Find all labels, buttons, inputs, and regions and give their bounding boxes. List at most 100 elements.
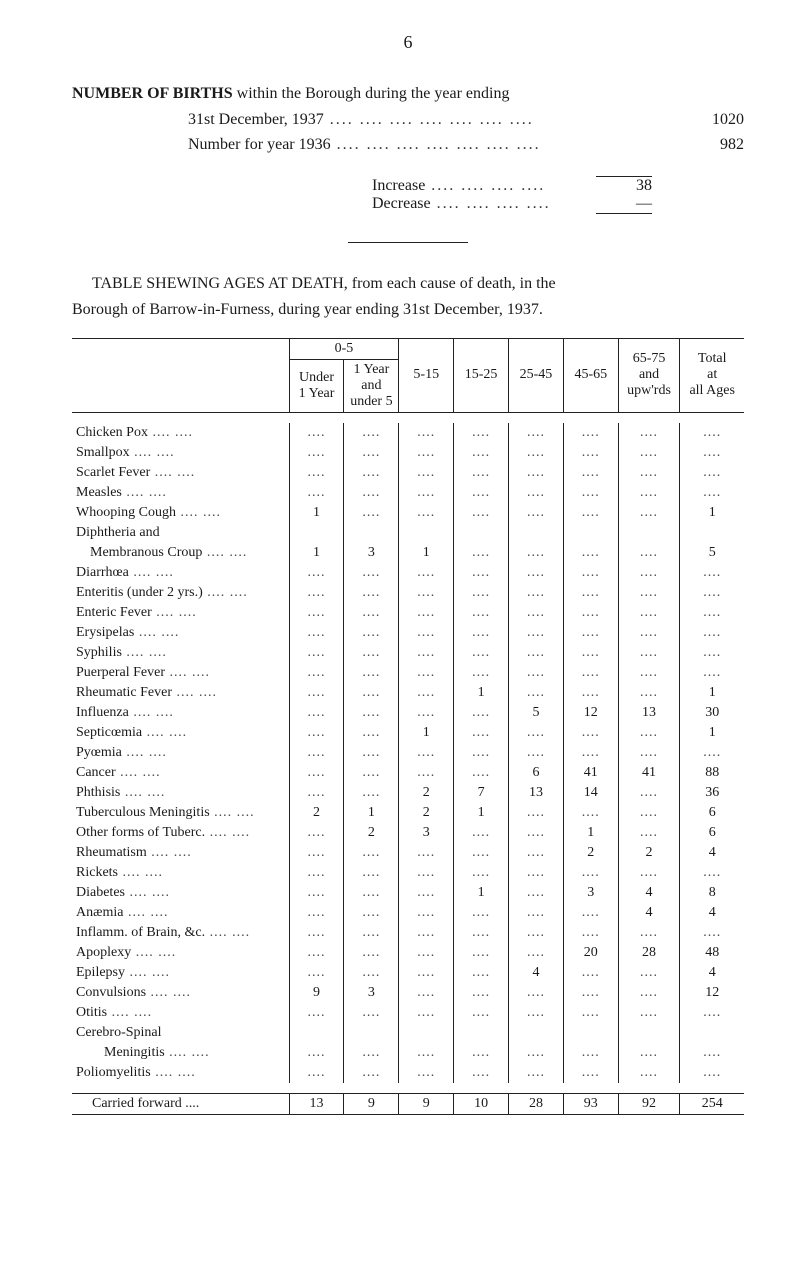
decrease-label: Decrease	[372, 195, 431, 213]
data-cell: ....	[344, 903, 399, 923]
data-cell: ....	[344, 843, 399, 863]
data-cell: ....	[454, 463, 509, 483]
data-cell: ....	[454, 843, 509, 863]
data-cell: ....	[509, 443, 564, 463]
data-cell: ....	[454, 623, 509, 643]
data-cell: ....	[563, 683, 618, 703]
data-cell: ....	[680, 603, 744, 623]
table-row: Measles .... ...........................…	[72, 483, 744, 503]
data-cell: ....	[509, 1063, 564, 1083]
footer-cell: 13	[289, 1093, 344, 1114]
carried-forward-row: Carried forward .... 13 9 9 10 28 93 92 …	[72, 1093, 744, 1114]
row-label: Rickets .... ....	[72, 863, 289, 883]
data-cell: ....	[680, 743, 744, 763]
data-cell: ....	[563, 643, 618, 663]
row-label: Cerebro-Spinal	[72, 1023, 289, 1043]
data-cell: ....	[680, 443, 744, 463]
data-cell: ....	[289, 583, 344, 603]
table-row: Otitis .... ............................…	[72, 1003, 744, 1023]
table-row: Cancer .... ....................6414188	[72, 763, 744, 783]
th-5-15: 5-15	[399, 338, 454, 412]
data-cell: 28	[618, 943, 680, 963]
data-cell: ....	[344, 1063, 399, 1083]
data-cell: ....	[509, 563, 564, 583]
data-cell: 3	[563, 883, 618, 903]
data-cell: ....	[344, 943, 399, 963]
data-cell: 1	[289, 503, 344, 523]
data-cell: ....	[680, 563, 744, 583]
data-cell: ....	[563, 583, 618, 603]
data-cell: ....	[344, 963, 399, 983]
data-cell: ....	[289, 463, 344, 483]
data-cell: ....	[618, 423, 680, 443]
data-cell: ....	[563, 503, 618, 523]
table-row: Whooping Cough .... ....1...............…	[72, 503, 744, 523]
data-cell: ....	[509, 943, 564, 963]
table-row: Chicken Pox .... .......................…	[72, 423, 744, 443]
data-cell: ....	[618, 683, 680, 703]
data-cell: ....	[454, 963, 509, 983]
data-cell: ....	[344, 883, 399, 903]
data-cell: ....	[680, 663, 744, 683]
data-cell: ....	[289, 563, 344, 583]
data-cell: ....	[344, 703, 399, 723]
births-heading-line: NUMBER OF BIRTHS within the Borough duri…	[72, 81, 744, 107]
data-cell: ....	[289, 603, 344, 623]
data-cell: ....	[563, 1063, 618, 1083]
data-cell: ....	[344, 423, 399, 443]
data-cell: 6	[680, 803, 744, 823]
data-cell: ....	[344, 603, 399, 623]
data-cell: ....	[509, 1003, 564, 1023]
data-cell: ....	[618, 663, 680, 683]
th-15-25: 15-25	[454, 338, 509, 412]
data-cell: ....	[618, 1043, 680, 1063]
data-cell: ....	[399, 463, 454, 483]
data-cell: ....	[289, 483, 344, 503]
data-cell: ....	[454, 763, 509, 783]
data-cell: ....	[454, 603, 509, 623]
data-cell: 1	[680, 723, 744, 743]
births-block: NUMBER OF BIRTHS within the Borough duri…	[72, 81, 744, 158]
data-cell: ....	[399, 963, 454, 983]
footer-cell: 93	[563, 1093, 618, 1114]
row-label: Erysipelas .... ....	[72, 623, 289, 643]
data-cell: ....	[399, 923, 454, 943]
data-cell	[454, 523, 509, 543]
data-cell: ....	[509, 483, 564, 503]
table-row: Meningitis .... ........................…	[72, 1043, 744, 1063]
row-label: Diabetes .... ....	[72, 883, 289, 903]
row-label: Other forms of Tuberc. .... ....	[72, 823, 289, 843]
footer-cell: 9	[344, 1093, 399, 1114]
table-row: Phthisis .... ............271314....36	[72, 783, 744, 803]
data-cell: ....	[618, 583, 680, 603]
leader-dots: .... .... .... ....	[431, 195, 596, 213]
data-cell: 1	[289, 543, 344, 563]
caption-line-2: Borough of Barrow-in-Furness, during yea…	[72, 301, 543, 318]
data-cell: ....	[344, 923, 399, 943]
data-cell	[618, 1023, 680, 1043]
data-cell: ....	[289, 643, 344, 663]
data-cell: ....	[344, 863, 399, 883]
data-cell: ....	[563, 443, 618, 463]
data-cell	[563, 523, 618, 543]
data-cell: ....	[344, 1043, 399, 1063]
increase-value: 38	[596, 177, 652, 195]
table-row: Erysipelas .... ........................…	[72, 623, 744, 643]
table-row: Inflamm. of Brain, &c. .... ............…	[72, 923, 744, 943]
data-cell: ....	[618, 623, 680, 643]
row-label: Apoplexy .... ....	[72, 943, 289, 963]
births-row-value: 1020	[688, 107, 744, 133]
data-cell: ....	[289, 723, 344, 743]
row-label: Whooping Cough .... ....	[72, 503, 289, 523]
row-label: Chicken Pox .... ....	[72, 423, 289, 443]
data-cell: 13	[509, 783, 564, 803]
th-under-1: Under 1 Year	[289, 359, 344, 412]
data-cell: ....	[289, 1043, 344, 1063]
data-cell: ....	[399, 423, 454, 443]
data-cell: ....	[563, 563, 618, 583]
data-cell: ....	[344, 483, 399, 503]
data-cell: ....	[680, 463, 744, 483]
data-cell: ....	[289, 883, 344, 903]
page: 6 NUMBER OF BIRTHS within the Borough du…	[0, 0, 800, 1279]
data-cell: ....	[509, 803, 564, 823]
